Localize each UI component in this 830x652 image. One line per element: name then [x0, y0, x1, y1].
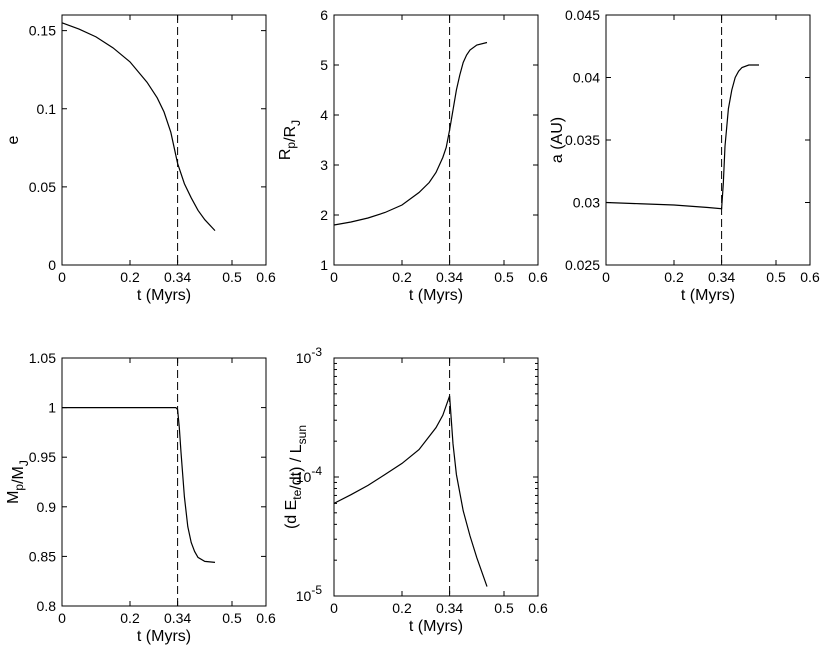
x-tick-label: 0.2 — [392, 269, 412, 285]
panel-a: 0 0.2 0.34 0.5 0.6 0.025 0.03 0.035 0.04 0.045 t (… — [549, 7, 820, 304]
y-tick-label: 6 — [320, 7, 328, 23]
x-tick-label: 0 — [58, 269, 66, 285]
y-tick-label: 0.8 — [37, 598, 57, 614]
series-line — [61, 22, 216, 232]
y-tick-label: 5 — [320, 57, 328, 73]
x-tick-label: 0.34 — [164, 610, 191, 626]
y-tick-label: 2 — [320, 207, 328, 223]
y-tick-label: 1.05 — [29, 350, 56, 366]
x-tick-label: 0.6 — [256, 269, 276, 285]
y-tick-label: 0.95 — [29, 449, 56, 465]
x-tick-label: 0.2 — [392, 600, 412, 616]
x-tick-label: 0 — [330, 600, 338, 616]
x-tick-label: 0.2 — [120, 269, 140, 285]
x-tick-label: 0.5 — [494, 269, 514, 285]
y-tick-label: 0.035 — [565, 132, 600, 148]
axes-box — [61, 357, 267, 607]
x-axis-label: t (Myrs) — [137, 628, 191, 645]
x-tick-label: 0 — [58, 610, 66, 626]
y-tick-label: 3 — [320, 157, 328, 173]
x-tick-label: 0.34 — [164, 269, 191, 285]
y-tick-label: 0.05 — [29, 179, 56, 195]
series-line — [333, 41, 488, 226]
x-axis-label: t (Myrs) — [681, 287, 735, 304]
y-tick-label: 4 — [320, 107, 328, 123]
y-tick-label: 1 — [320, 257, 328, 273]
y-tick-label: 10-4 — [296, 464, 323, 485]
y-axis-label: Mp/MJ — [5, 460, 31, 504]
series-line — [333, 395, 488, 587]
panel-dedt: 0 0.2 0.34 0.5 0.6 10-5 10-4 10-3 t (Myrs) (d Ete… — [283, 345, 548, 635]
x-tick-label: 0.5 — [766, 269, 786, 285]
y-tick-label: 0.9 — [37, 499, 57, 515]
x-tick-label: 0.6 — [528, 269, 548, 285]
x-tick-label: 0.6 — [256, 610, 276, 626]
y-tick-label: 10-5 — [296, 583, 323, 604]
x-tick-label: 0.2 — [120, 610, 140, 626]
y-tick-label: 0.045 — [565, 7, 600, 23]
panel-rp: 0 0.2 0.34 0.5 0.6 1 2 3 4 5 6 t (Myrs) Rp/RJ — [277, 7, 548, 304]
x-tick-label: 0.34 — [436, 600, 463, 616]
axes-box — [333, 357, 539, 597]
axes-box — [605, 14, 811, 266]
axes-box — [61, 14, 267, 266]
x-tick-label: 0.6 — [800, 269, 820, 285]
x-axis-label: t (Myrs) — [137, 287, 191, 304]
y-tick-label: 0.025 — [565, 257, 600, 273]
y-axis-label: a (AU) — [549, 117, 566, 163]
y-tick-label: 0.04 — [573, 70, 600, 86]
y-tick-label: 1 — [48, 400, 56, 416]
y-tick-label: 0.15 — [29, 23, 56, 39]
y-tick-label: 0.1 — [37, 101, 57, 117]
x-tick-label: 0.5 — [494, 600, 514, 616]
y-axis-label: e — [5, 135, 22, 144]
y-tick-label: 0 — [48, 257, 56, 273]
series-line — [605, 64, 759, 210]
panel-e: 0 0.2 0.34 0.5 0.6 0 0.05 0.1 0.15 t (Myrs) e — [5, 14, 276, 304]
y-tick-label: 0.85 — [29, 548, 56, 564]
x-tick-label: 0.6 — [528, 600, 548, 616]
panel-mp: 0 0.2 0.34 0.5 0.6 0.8 0.85 0.9 0.95 1 1.05 t (Myrs… — [5, 350, 276, 645]
y-axis-label: (d Ete/dt) / Lsun — [283, 425, 309, 529]
x-tick-label: 0.34 — [436, 269, 463, 285]
x-tick-label: 0.5 — [222, 269, 242, 285]
x-axis-label: t (Myrs) — [409, 287, 463, 304]
axes-box — [333, 14, 539, 266]
x-tick-label: 0.2 — [664, 269, 684, 285]
x-tick-label: 0.5 — [222, 610, 242, 626]
x-tick-label: 0 — [330, 269, 338, 285]
y-axis-label: Rp/RJ — [277, 120, 303, 160]
series-line — [62, 407, 216, 563]
x-axis-label: t (Myrs) — [409, 618, 463, 635]
x-tick-label: 0.34 — [708, 269, 735, 285]
x-tick-label: 0 — [602, 269, 610, 285]
y-tick-label: 10-3 — [296, 345, 323, 366]
y-tick-label: 0.03 — [573, 195, 600, 211]
